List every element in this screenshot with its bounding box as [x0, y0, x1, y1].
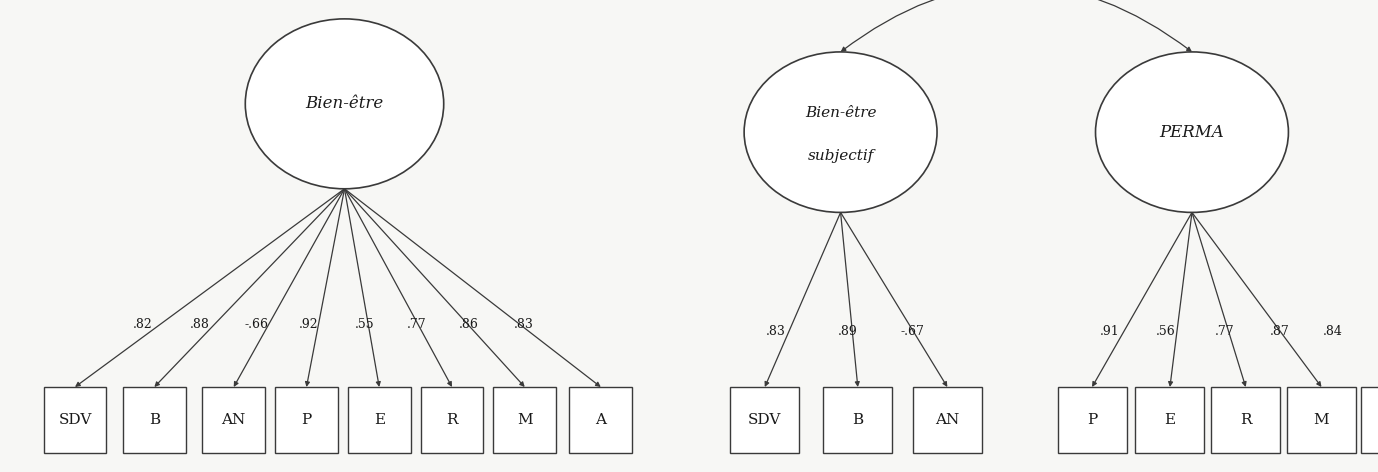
Text: .86: .86	[459, 318, 480, 331]
Text: E: E	[1164, 413, 1175, 427]
FancyBboxPatch shape	[420, 387, 484, 453]
Text: B: B	[149, 413, 160, 427]
Text: SDV: SDV	[58, 413, 92, 427]
FancyBboxPatch shape	[1211, 387, 1280, 453]
Text: P: P	[302, 413, 311, 427]
FancyBboxPatch shape	[493, 387, 557, 453]
Text: M: M	[1313, 413, 1330, 427]
FancyBboxPatch shape	[569, 387, 633, 453]
FancyBboxPatch shape	[1287, 387, 1356, 453]
Text: .91: .91	[1100, 325, 1119, 337]
FancyBboxPatch shape	[123, 387, 186, 453]
FancyBboxPatch shape	[1058, 387, 1126, 453]
FancyBboxPatch shape	[276, 387, 338, 453]
Text: .56: .56	[1156, 325, 1175, 337]
Text: -.66: -.66	[245, 318, 269, 331]
Text: .77: .77	[1215, 325, 1235, 337]
Text: Bien-être: Bien-être	[306, 95, 383, 112]
FancyBboxPatch shape	[824, 387, 893, 453]
Text: PERMA: PERMA	[1160, 124, 1224, 141]
Ellipse shape	[1096, 52, 1288, 212]
Text: .82: .82	[132, 318, 153, 331]
Ellipse shape	[744, 52, 937, 212]
FancyBboxPatch shape	[730, 387, 799, 453]
Text: A: A	[595, 413, 606, 427]
Text: .87: .87	[1271, 325, 1290, 337]
FancyBboxPatch shape	[203, 387, 265, 453]
Text: .84: .84	[1323, 325, 1342, 337]
Ellipse shape	[245, 19, 444, 189]
Text: E: E	[373, 413, 384, 427]
FancyBboxPatch shape	[912, 387, 981, 453]
FancyBboxPatch shape	[347, 387, 411, 453]
Text: P: P	[1087, 413, 1097, 427]
Text: B: B	[852, 413, 864, 427]
Text: .83: .83	[766, 325, 785, 337]
Text: .55: .55	[354, 318, 373, 331]
Text: AN: AN	[936, 413, 959, 427]
FancyBboxPatch shape	[44, 387, 106, 453]
Text: Bien-être: Bien-être	[805, 106, 876, 120]
Text: subjectif: subjectif	[808, 149, 874, 163]
Text: .83: .83	[514, 318, 533, 331]
Text: R: R	[1240, 413, 1251, 427]
Text: SDV: SDV	[748, 413, 781, 427]
FancyBboxPatch shape	[1360, 387, 1378, 453]
Text: AN: AN	[222, 413, 245, 427]
Text: -.67: -.67	[900, 325, 923, 337]
Text: .89: .89	[838, 325, 857, 337]
Text: .92: .92	[299, 318, 318, 331]
Text: R: R	[446, 413, 457, 427]
Text: .77: .77	[407, 318, 426, 331]
Text: .88: .88	[190, 318, 209, 331]
Text: M: M	[517, 413, 532, 427]
FancyBboxPatch shape	[1135, 387, 1204, 453]
